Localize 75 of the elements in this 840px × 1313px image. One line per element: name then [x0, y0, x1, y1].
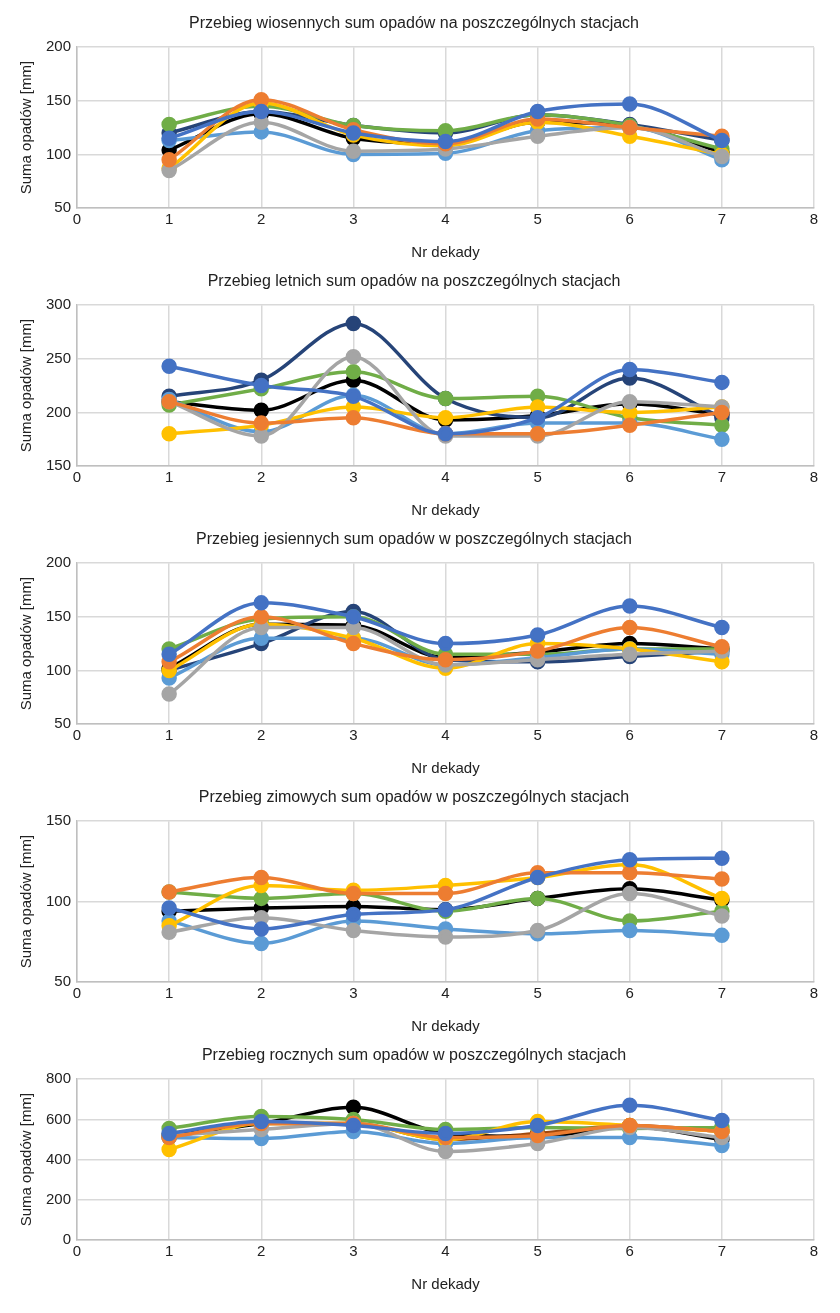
x-tick-label: 6	[625, 726, 634, 744]
x-tick-label: 1	[164, 984, 174, 1002]
y-axis-title: Suma opadów [mm]	[17, 318, 35, 453]
x-tick-label: 2	[257, 984, 266, 1002]
x-tick-label: 2	[257, 1242, 266, 1260]
x-tick-label: 8	[809, 984, 819, 1002]
chart-title: Przebieg wiosennych sum opadów na poszczególnych stacjach	[188, 14, 640, 32]
x-tick-label: 6	[625, 468, 634, 486]
y-tick-label: 50	[54, 972, 72, 990]
y-tick-label: 0	[62, 1230, 72, 1248]
y-axis-title: Suma opadów [mm]	[17, 60, 35, 195]
x-tick-label: 4	[441, 468, 450, 486]
x-tick-label: 5	[533, 984, 542, 1002]
x-tick-label: 5	[533, 210, 542, 228]
x-tick-label: 8	[809, 210, 819, 228]
y-tick-label: 200	[46, 37, 72, 55]
x-axis-title: Nr dekady	[411, 1017, 481, 1035]
x-tick-label: 7	[717, 1242, 727, 1260]
y-tick-label: 100	[46, 891, 72, 909]
y-axis-title: Suma opadów [mm]	[17, 834, 35, 969]
y-tick-label: 300	[46, 295, 72, 313]
x-tick-label: 4	[441, 210, 450, 228]
chart-title: Przebieg jesiennych sum opadów w poszczególnych stacjach	[196, 530, 632, 548]
x-tick-label: 1	[164, 468, 174, 486]
x-axis-title: Nr dekady	[411, 759, 481, 777]
chart-title: Przebieg zimowych sum opadów w poszczególnych stacjach	[198, 788, 630, 806]
x-tick-label: 4	[441, 726, 450, 744]
x-tick-label: 2	[257, 210, 266, 228]
y-tick-label: 50	[54, 714, 72, 732]
x-axis-title: Nr dekady	[411, 1275, 481, 1293]
y-tick-label: 100	[46, 660, 72, 678]
x-tick-label: 3	[349, 726, 358, 744]
x-tick-label: 7	[717, 210, 727, 228]
y-tick-label: 200	[46, 553, 72, 571]
x-tick-label: 7	[717, 726, 727, 744]
chart-title: Przebieg rocznych sum opadów w poszczególnych stacjach	[201, 1046, 627, 1064]
chart-title: Przebieg letnich sum opadów na poszczególnych stacjach	[207, 272, 621, 290]
y-axis-title: Suma opadów [mm]	[17, 1092, 35, 1227]
y-axis-title: Suma opadów [mm]	[17, 576, 35, 711]
x-tick-label: 6	[625, 984, 634, 1002]
x-tick-label: 7	[717, 984, 727, 1002]
x-axis-title: Nr dekady	[411, 243, 481, 261]
x-tick-label: 2	[257, 726, 266, 744]
y-tick-label: 200	[46, 402, 72, 420]
y-tick-label: 150	[46, 811, 72, 829]
y-tick-label: 150	[46, 90, 72, 108]
x-tick-label: 8	[809, 468, 819, 486]
x-tick-label: 4	[441, 984, 450, 1002]
x-axis-title: Nr dekady	[411, 501, 481, 519]
y-tick-label: 200	[46, 1189, 72, 1207]
y-tick-label: 250	[46, 348, 72, 366]
x-tick-label: 3	[349, 984, 358, 1002]
x-tick-label: 7	[717, 468, 727, 486]
y-tick-label: 600	[46, 1109, 72, 1127]
x-tick-label: 3	[349, 1242, 358, 1260]
y-tick-label: 150	[46, 456, 72, 474]
x-tick-label: 2	[257, 468, 266, 486]
y-tick-label: 400	[46, 1149, 72, 1167]
x-tick-label: 1	[164, 726, 174, 744]
y-tick-label: 150	[46, 606, 72, 624]
x-tick-label: 1	[164, 210, 174, 228]
x-tick-label: 8	[809, 726, 819, 744]
y-tick-label: 50	[54, 198, 72, 216]
x-tick-label: 3	[349, 210, 358, 228]
x-tick-label: 8	[809, 1242, 819, 1260]
x-tick-label: 5	[533, 468, 542, 486]
x-tick-label: 6	[625, 210, 634, 228]
x-tick-label: 6	[625, 1242, 634, 1260]
x-tick-label: 1	[164, 1242, 174, 1260]
x-tick-label: 3	[349, 468, 358, 486]
y-tick-label: 100	[46, 144, 72, 162]
y-tick-label: 800	[46, 1069, 72, 1087]
x-tick-label: 5	[533, 726, 542, 744]
x-tick-label: 5	[533, 1242, 542, 1260]
x-tick-label: 4	[441, 1242, 450, 1260]
